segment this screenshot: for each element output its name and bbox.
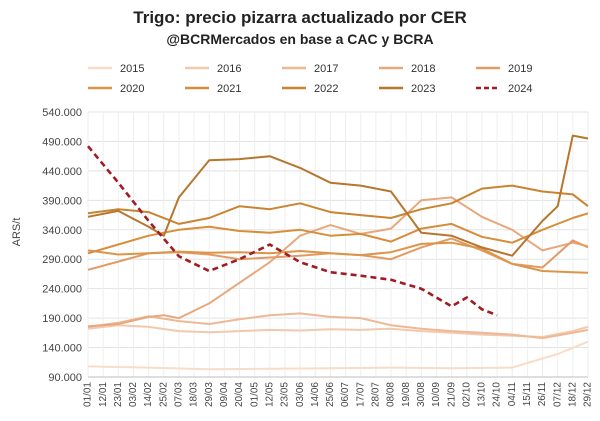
x-axis: 01/01 12/01 23/01 03/02 14/02 25/02 07/03 18/03… — [83, 382, 594, 407]
y-axis-label: ARS/t — [11, 218, 23, 247]
x-tick-label: 08/08 — [386, 382, 397, 407]
x-tick-label: 12/01 — [98, 382, 109, 407]
x-tick-label: 28/07 — [371, 382, 382, 407]
x-tick-label: 26/11 — [537, 382, 548, 407]
x-tick-label: 21/09 — [446, 382, 457, 407]
x-tick-label: 04/11 — [507, 382, 518, 407]
x-tick-label: 01/01 — [83, 382, 94, 407]
y-tick-label: 390.000 — [42, 195, 82, 207]
series-line-2023 — [87, 134, 589, 257]
legend-label-2022: 2022 — [314, 83, 338, 95]
legend-label-2019: 2019 — [508, 63, 532, 75]
x-tick-label: 03/06 — [295, 382, 306, 407]
x-tick-label: 03/02 — [128, 382, 139, 407]
series-lines — [86, 134, 589, 371]
y-axis: 90.000 140.000 190.000 240.000 290.000 340.00… — [42, 107, 82, 384]
y-tick-label: 140.000 — [42, 343, 82, 355]
series-line-2024 — [86, 145, 498, 317]
x-tick-label: 23/05 — [280, 382, 291, 407]
x-tick-label: 12/05 — [264, 382, 275, 407]
x-tick-label: 02/10 — [461, 382, 472, 407]
series-line-2017 — [87, 312, 589, 340]
x-tick-label: 09/04 — [219, 382, 230, 407]
y-tick-label: 90.000 — [48, 372, 82, 384]
series-line-2020 — [87, 241, 589, 274]
y-tick-label: 440.000 — [42, 166, 82, 178]
y-tick-label: 490.000 — [42, 136, 82, 148]
chart-title: Trigo: precio pizarra actualizado por CE… — [133, 8, 467, 27]
series-line-2018 — [87, 196, 589, 328]
x-tick-label: 30/08 — [416, 382, 427, 407]
x-tick-label: 07/12 — [552, 382, 563, 407]
x-tick-label: 13/10 — [477, 382, 488, 407]
series-line-2022 — [87, 184, 589, 225]
legend-label-2020: 2020 — [120, 83, 144, 95]
x-tick-label: 07/03 — [174, 382, 185, 407]
x-tick-label: 25/06 — [325, 382, 336, 407]
x-tick-label: 17/07 — [355, 382, 366, 407]
series-line-2015 — [87, 340, 589, 371]
x-tick-label: 29/12 — [583, 382, 594, 407]
y-tick-label: 340.000 — [42, 225, 82, 237]
x-tick-label: 24/10 — [492, 382, 503, 407]
x-tick-label: 19/08 — [401, 382, 412, 407]
x-tick-label: 15/11 — [522, 382, 533, 407]
y-tick-label: 190.000 — [42, 313, 82, 325]
x-tick-label: 10/09 — [431, 382, 442, 407]
x-tick-label: 14/02 — [143, 382, 154, 407]
y-tick-label: 540.000 — [42, 107, 82, 119]
y-tick-label: 290.000 — [42, 254, 82, 266]
legend-label-2015: 2015 — [120, 63, 144, 75]
x-tick-label: 23/01 — [113, 382, 124, 407]
gridlines — [87, 111, 589, 378]
legend-label-2016: 2016 — [217, 63, 241, 75]
legend: 2015 2016 2017 2018 2019 2020 2021 2022 2023 2024 — [88, 63, 532, 95]
x-tick-label: 18/03 — [189, 382, 200, 407]
x-tick-label: 25/02 — [158, 382, 169, 407]
x-tick-label: 01/05 — [249, 382, 260, 407]
chart-subtitle: @BCRMercados en base a CAC y BCRA — [166, 31, 434, 47]
legend-label-2017: 2017 — [314, 63, 338, 75]
x-tick-label: 29/03 — [204, 382, 215, 407]
legend-label-2021: 2021 — [217, 83, 241, 95]
x-tick-label: 06/07 — [340, 382, 351, 407]
x-tick-label: 18/12 — [567, 382, 578, 407]
legend-label-2018: 2018 — [411, 63, 435, 75]
y-tick-label: 240.000 — [42, 284, 82, 296]
series-line-2021 — [87, 212, 589, 255]
legend-label-2024: 2024 — [508, 83, 532, 95]
x-tick-label: 14/06 — [310, 382, 321, 407]
x-tick-label: 20/04 — [234, 382, 245, 407]
legend-label-2023: 2023 — [411, 83, 435, 95]
